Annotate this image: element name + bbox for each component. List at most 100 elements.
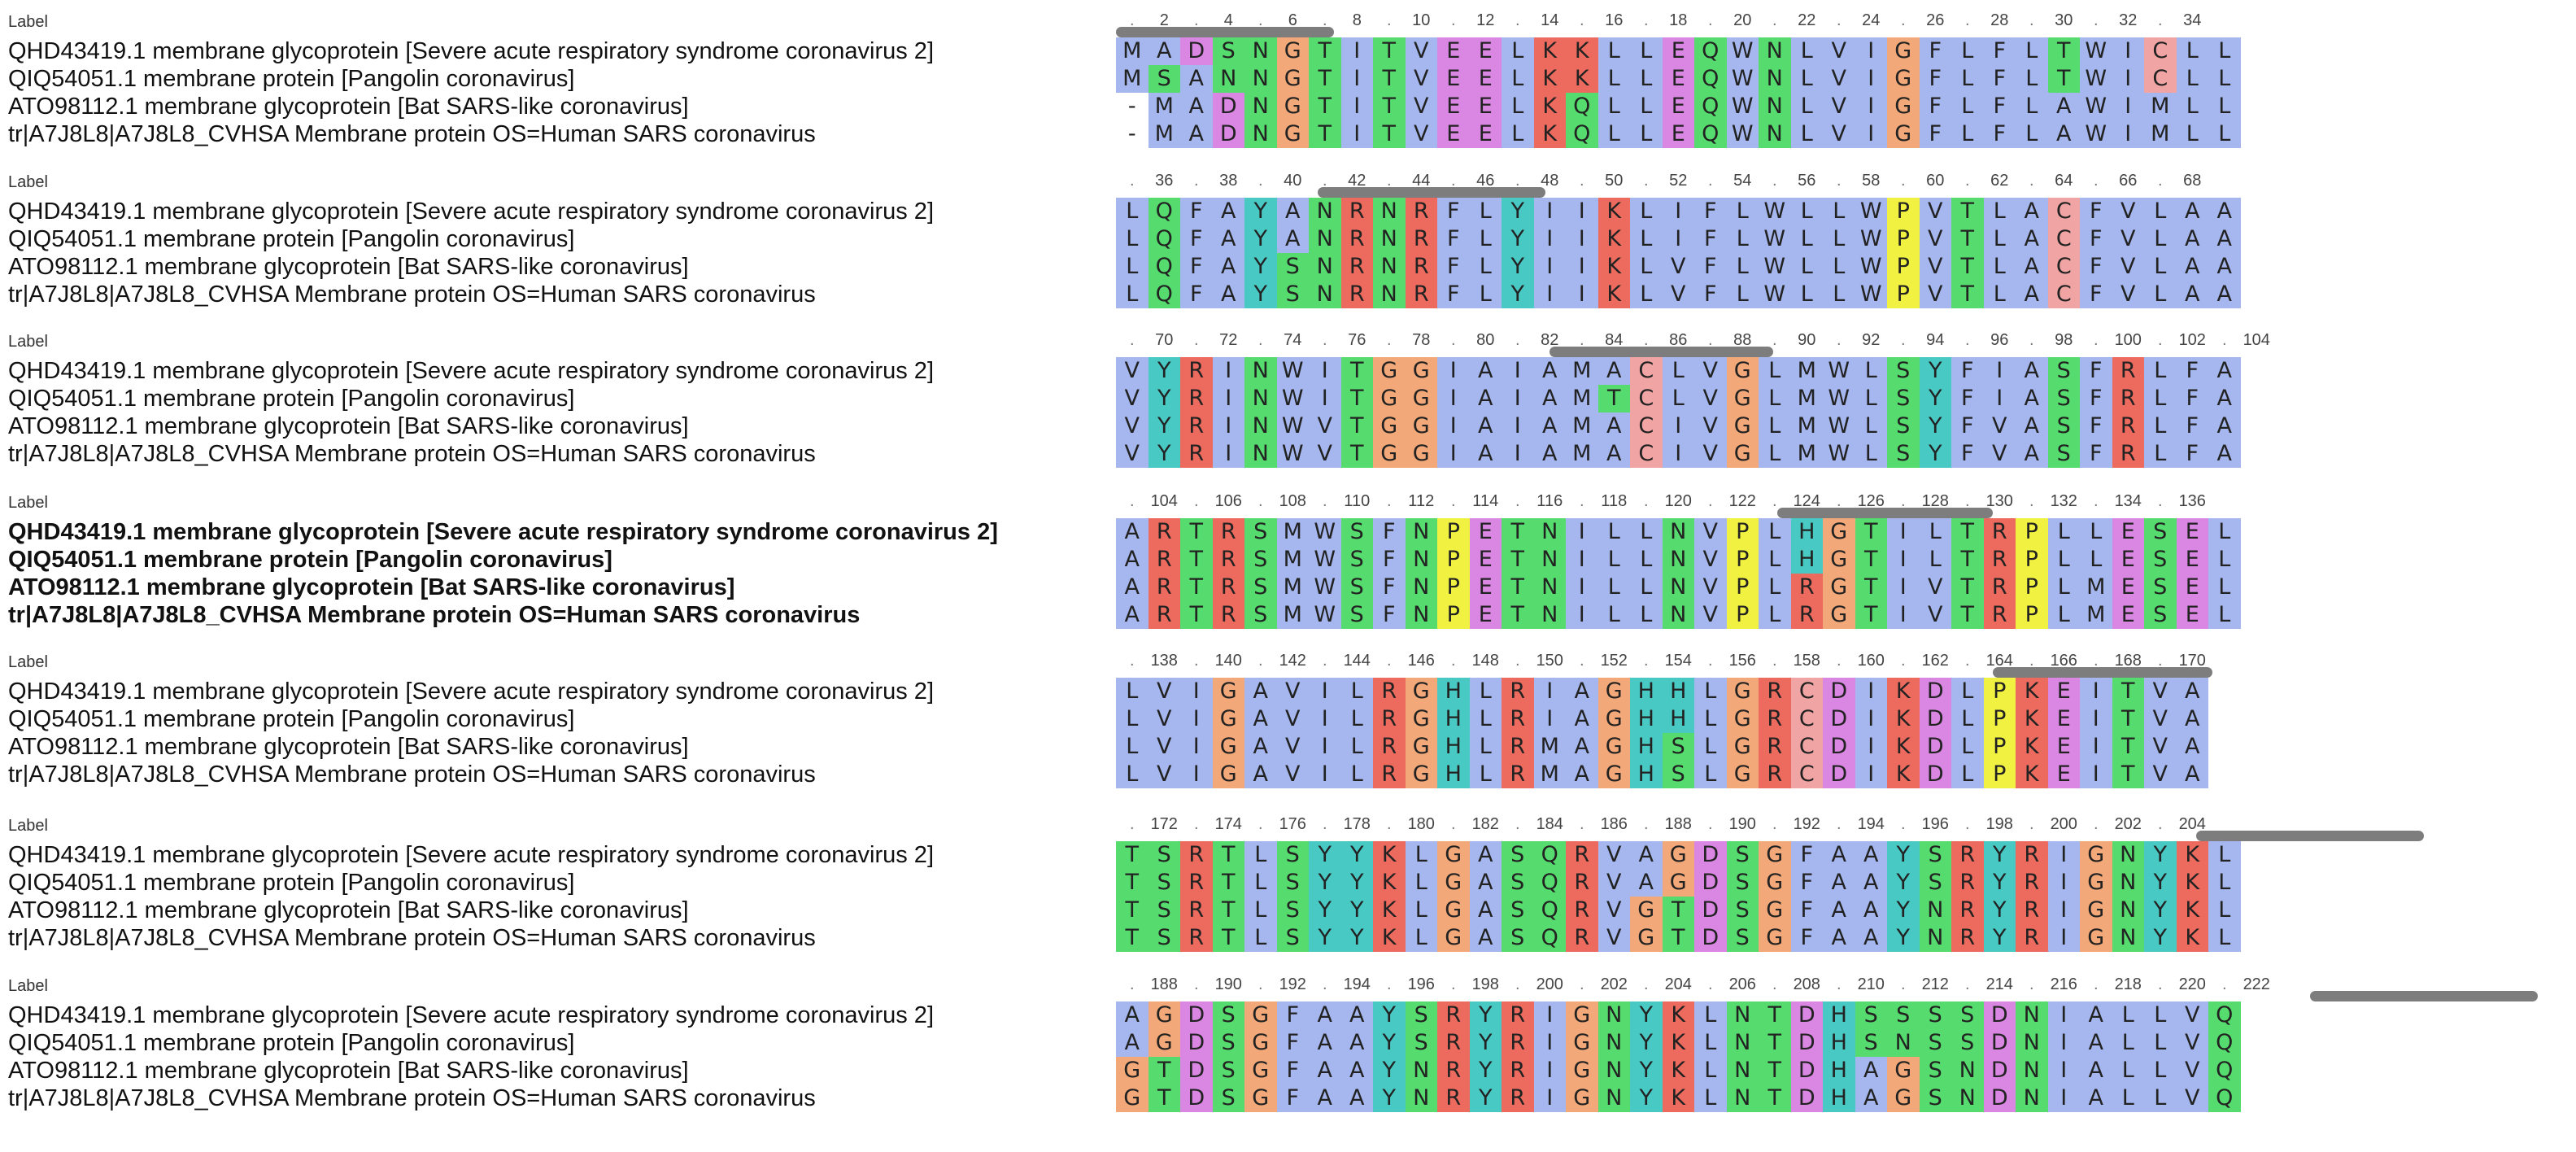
sequence-name[interactable]: ATO98112.1 membrane glycoprotein [Bat SA… [8,413,689,439]
sequence-name[interactable]: ATO98112.1 membrane glycoprotein [Bat SA… [8,734,689,760]
sequence-name[interactable]: QIQ54051.1 membrane protein [Pangolin co… [8,386,575,412]
residue-cell: A [1116,1029,1149,1057]
residue-cell: T [1340,412,1373,440]
residue-cell: L [2016,37,2048,65]
secondary-structure-bar [1550,347,1773,357]
sequence-name[interactable]: tr|A7J8L8|A7J8L8_CVHSA Membrane protein … [8,121,816,147]
sequence-name[interactable]: ATO98112.1 membrane glycoprotein [Bat SA… [8,1058,689,1084]
residue-cell: I [1309,385,1341,412]
residue-cell: S [1276,897,1309,924]
residue-cell: T [2112,705,2144,733]
ruler-tick-label: 74 [1284,331,1302,349]
residue-cell: G [1887,93,1920,120]
ruler-dot: . [2157,815,2163,833]
residue-cell: K [2176,924,2208,952]
ruler-dot: . [1322,815,1327,833]
ruler-dot: . [1129,11,1135,29]
residue-cell: T [1759,1057,1791,1084]
residue-cell: A [1244,733,1277,761]
sequence-name[interactable]: QHD43419.1 membrane glycoprotein [Severe… [8,679,934,705]
residue-cell: A [2047,120,2080,148]
residue-cell: A [2176,705,2208,733]
residue-cell: L [1502,65,1534,93]
sequence-name[interactable]: ATO98112.1 membrane glycoprotein [Bat SA… [8,254,689,280]
residue-cell: Y [1244,281,1277,308]
sequence-name[interactable]: QIQ54051.1 membrane protein [Pangolin co… [8,1030,575,1056]
residue-cell: I [2112,120,2144,148]
residue-cell: W [1726,120,1759,148]
residue-cell: G [1759,924,1791,952]
residue-cell: R [1951,841,1984,869]
sequence-name[interactable]: ATO98112.1 membrane glycoprotein [Bat SA… [8,94,689,120]
sequence-name[interactable]: QHD43419.1 membrane glycoprotein [Severe… [8,38,934,64]
residue-cell: H [1790,546,1823,574]
residue-cell: L [1726,225,1759,253]
residue-cell: T [1855,518,1887,546]
residue-cell: F [1373,518,1406,546]
sequence-name[interactable]: QHD43419.1 membrane glycoprotein [Severe… [8,358,934,384]
sequence-name[interactable]: QHD43419.1 membrane glycoprotein [Severe… [8,1002,934,1028]
ruler-dot: . [1322,331,1327,349]
sequence-name[interactable]: tr|A7J8L8|A7J8L8_CVHSA Membrane protein … [8,925,816,951]
residue-cell: R [1180,357,1213,385]
sequence-name[interactable]: tr|A7J8L8|A7J8L8_CVHSA Membrane protein … [8,761,816,788]
residue-cell: S [1726,924,1759,952]
sequence-name[interactable]: QHD43419.1 membrane glycoprotein [Severe… [8,842,934,868]
ruler-tick-label: 214 [1985,975,2013,993]
ruler-dot: . [1579,652,1584,670]
residue-cell: L [1469,678,1502,705]
residue-cell: P [1887,198,1920,225]
residue-cell: C [2047,281,2080,308]
residue-cell: S [1726,897,1759,924]
ruler-dot: . [1129,492,1135,510]
residue-cell: G [1437,897,1470,924]
residue-cell: E [1437,37,1470,65]
sequence-name[interactable]: tr|A7J8L8|A7J8L8_CVHSA Membrane protein … [8,602,861,628]
sequence-name[interactable]: ATO98112.1 membrane glycoprotein [Bat SA… [8,897,689,923]
sequence-name[interactable]: QIQ54051.1 membrane protein [Pangolin co… [8,226,575,252]
residue-cell: S [1340,601,1373,629]
residue-cell: K [1533,37,1566,65]
residue-cell: D [1823,705,1855,733]
residue-cell: C [1790,678,1823,705]
residue-cell: A [1630,869,1663,897]
ruler-dot: . [1515,172,1520,190]
ruler-dot: . [1193,815,1199,833]
residue-cell: Y [1309,869,1341,897]
residue-cell: A [1566,678,1598,705]
residue-cell: Y [1373,1057,1406,1084]
residue-cell: A [1566,705,1598,733]
ruler-dot: . [1257,815,1263,833]
residue-cell: T [1855,574,1887,601]
residue-cell: N [1405,1057,1437,1084]
residue-cell: G [1566,1057,1598,1084]
sequence-name[interactable]: QIQ54051.1 membrane protein [Pangolin co… [8,706,575,732]
sequence-name[interactable]: QHD43419.1 membrane glycoprotein [Severe… [8,519,998,545]
sequence-name[interactable]: QHD43419.1 membrane glycoprotein [Severe… [8,199,934,225]
ruler-dot: . [1193,331,1199,349]
sequence-name[interactable]: tr|A7J8L8|A7J8L8_CVHSA Membrane protein … [8,441,816,467]
residue-cell: F [1919,93,1951,120]
residue-cell: I [1855,93,1887,120]
sequence-name[interactable]: ATO98112.1 membrane glycoprotein [Bat SA… [8,574,735,600]
residue-cell: T [1662,924,1694,952]
residue-cell: W [1759,198,1791,225]
sequence-name[interactable]: tr|A7J8L8|A7J8L8_CVHSA Membrane protein … [8,1085,816,1111]
sequence-name[interactable]: QIQ54051.1 membrane protein [Pangolin co… [8,547,612,573]
sequence-name[interactable]: QIQ54051.1 membrane protein [Pangolin co… [8,66,575,92]
ruler-tick-label: 156 [1728,652,1756,670]
ruler-dot: . [1900,975,1906,993]
residue-cell: R [1373,761,1406,788]
residue-cell: L [2144,440,2177,468]
residue-cell: N [1533,518,1566,546]
ruler-dot: . [1129,975,1135,993]
residue-cell: Y [2144,897,2177,924]
residue-cell: I [1887,546,1920,574]
residue-cell: C [1630,412,1663,440]
sequence-name[interactable]: tr|A7J8L8|A7J8L8_CVHSA Membrane protein … [8,281,816,308]
residue-cell: M [2144,120,2177,148]
ruler-dot: . [1450,331,1456,349]
sequence-name[interactable]: QIQ54051.1 membrane protein [Pangolin co… [8,870,575,896]
